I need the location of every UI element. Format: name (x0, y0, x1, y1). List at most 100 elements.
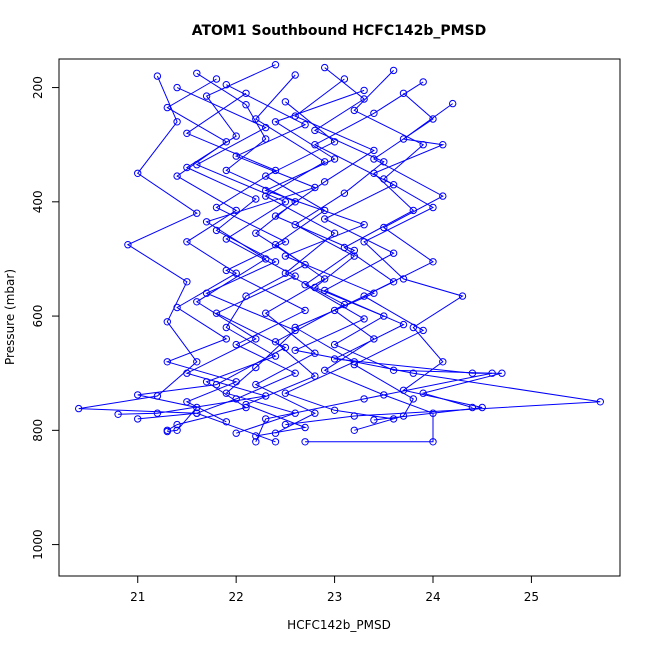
profile-line (353, 70, 483, 421)
data-point (429, 115, 437, 123)
data-point (419, 78, 427, 86)
data-point (399, 275, 408, 283)
data-point (281, 389, 290, 397)
profile-series (183, 60, 299, 437)
data-point (380, 312, 388, 320)
data-point (222, 389, 231, 397)
data-point (193, 298, 201, 306)
data-point (173, 172, 181, 180)
y-tick-label: 200 (31, 76, 45, 99)
data-point (321, 63, 329, 72)
data-point (291, 369, 299, 377)
data-point (262, 123, 270, 132)
data-point (429, 258, 437, 266)
data-point (301, 306, 309, 315)
data-point (271, 212, 280, 220)
data-point (232, 132, 240, 140)
data-point (311, 409, 319, 417)
data-point (449, 99, 457, 108)
data-point (262, 186, 270, 195)
data-point (291, 272, 299, 280)
data-point (301, 438, 309, 446)
data-point (330, 340, 339, 349)
profile-series (163, 69, 309, 434)
data-point (409, 369, 417, 377)
data-point (134, 391, 142, 399)
profile-line (137, 87, 297, 432)
data-point (271, 338, 280, 346)
data-point (380, 158, 388, 166)
profile-line (313, 81, 503, 408)
data-point (262, 415, 270, 423)
data-point (252, 335, 260, 343)
data-point (419, 389, 427, 397)
data-point (222, 138, 231, 146)
data-point (399, 135, 408, 143)
data-point (399, 320, 408, 329)
profile-series (75, 72, 201, 423)
x-tick-label: 24 (425, 590, 440, 604)
data-point (163, 427, 172, 436)
profile-series (262, 86, 398, 423)
data-point (153, 72, 162, 80)
data-point (478, 403, 486, 412)
data-point (252, 229, 260, 237)
data-point (360, 292, 368, 300)
data-point (330, 155, 339, 163)
data-point (340, 75, 349, 83)
y-tick-label: 400 (31, 190, 45, 213)
data-point (232, 206, 240, 215)
data-point (183, 398, 191, 406)
profile-series (350, 66, 486, 424)
data-point (419, 326, 427, 335)
data-point (232, 152, 240, 160)
data-point (330, 306, 339, 315)
profile-line (185, 92, 307, 443)
data-point (183, 278, 191, 286)
data-point (360, 221, 368, 229)
x-tick-label: 22 (229, 590, 244, 604)
data-point (252, 115, 260, 123)
profile-line (118, 84, 317, 415)
x-axis: 21 22 23 24 25 (130, 576, 539, 604)
data-point (389, 415, 398, 423)
chart-title: ATOM1 Southbound HCFC142b_PMSD (192, 23, 487, 39)
data-point (271, 118, 280, 126)
data-point (409, 395, 417, 403)
data-point (321, 366, 329, 374)
data-point (281, 238, 290, 246)
data-point (291, 323, 299, 332)
x-tick-label: 25 (524, 590, 539, 604)
data-point (370, 109, 378, 118)
profile-series (183, 89, 309, 446)
data-point (389, 181, 398, 189)
data-point (360, 395, 368, 403)
data-point (222, 335, 231, 343)
data-point (380, 223, 388, 232)
data-point (242, 101, 250, 109)
data-point (340, 189, 349, 197)
profile-series (311, 78, 506, 412)
data-point (291, 71, 299, 79)
plot-area (75, 60, 604, 446)
profile-line (254, 101, 336, 434)
data-point (429, 409, 437, 417)
data-point (439, 141, 447, 149)
data-point (291, 346, 299, 354)
x-axis-label: HCFC142b_PMSD (287, 618, 391, 632)
data-point (271, 166, 280, 175)
profile-line (274, 78, 601, 426)
data-point (173, 83, 181, 92)
data-point (291, 221, 299, 229)
data-point (321, 286, 329, 295)
data-point (202, 92, 211, 100)
data-point (370, 155, 378, 163)
data-point (262, 192, 270, 200)
x-tick-label: 21 (130, 590, 145, 604)
data-point (311, 349, 319, 357)
data-point (252, 363, 260, 372)
data-point (321, 215, 329, 223)
data-point (468, 369, 477, 377)
data-point (281, 198, 290, 206)
data-point (173, 303, 181, 312)
